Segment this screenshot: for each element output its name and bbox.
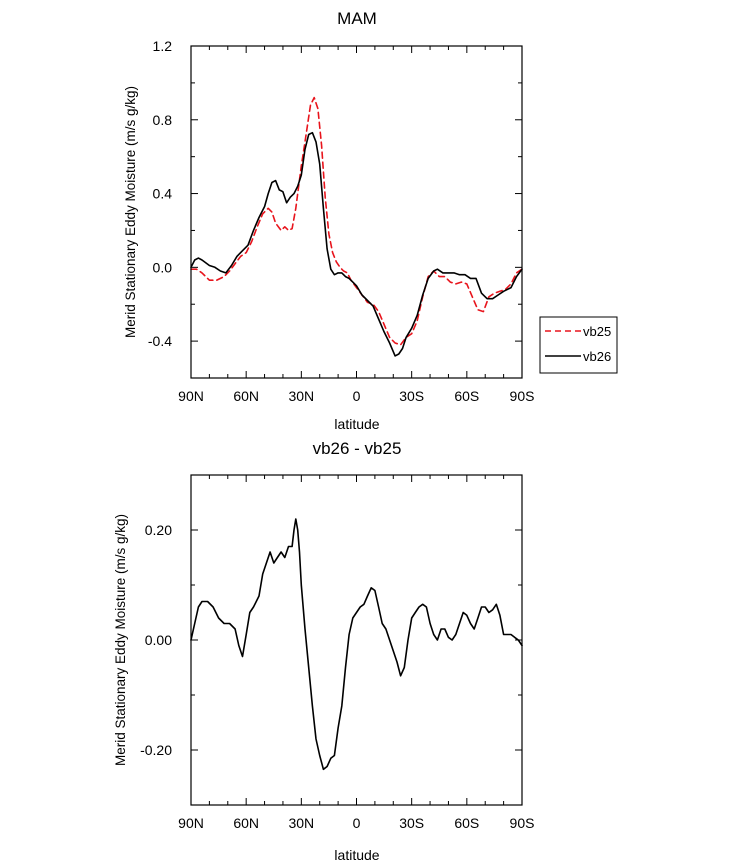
- top-chart-frame: [190, 45, 523, 379]
- top-chart-series: [190, 96, 523, 357]
- bottom-xtick-label: 30S: [399, 815, 424, 831]
- top-xtick-label: 90N: [178, 388, 204, 404]
- top-chart-ylabel: Merid Stationary Eddy Moisture (m/s g/kg…: [123, 86, 138, 338]
- bottom-ytick-label: -0.20: [140, 742, 172, 758]
- legend-box: [539, 316, 618, 374]
- bottom-xtick-label: 30N: [288, 815, 314, 831]
- bottom-chart: vb26 - vb25 Merid Stationary Eddy Moistu…: [113, 439, 534, 863]
- top-xtick-label: 30S: [399, 388, 424, 404]
- bottom-ytick-label: 0.20: [145, 522, 172, 538]
- bottom-xtick-label: 90N: [178, 815, 204, 831]
- bottom-ytick-label: 0.00: [145, 632, 172, 648]
- top-ytick-label: -0.4: [148, 333, 172, 349]
- bottom-xtick-label: 60S: [454, 815, 479, 831]
- top-chart-xlabel: latitude: [334, 416, 379, 432]
- bottom-xtick-label: 60N: [233, 815, 259, 831]
- bottom-chart-axes: 90N 60N 30N 0 30S 60S 90S -0.20 0.00 0.20: [140, 474, 535, 831]
- top-chart-title: MAM: [337, 9, 377, 28]
- top-ytick-label: 1.2: [153, 38, 173, 54]
- bottom-chart-ylabel: Merid Stationary Eddy Moisture (m/s g/kg…: [113, 514, 128, 766]
- bottom-chart-xlabel: latitude: [334, 847, 379, 863]
- top-xtick-label: 60N: [233, 388, 259, 404]
- top-xtick-label: 60S: [454, 388, 479, 404]
- bottom-chart-frame: [190, 474, 523, 806]
- top-chart: MAM Merid Stationary Eddy Moisture (m/s …: [123, 9, 618, 432]
- top-xtick-label: 0: [353, 388, 361, 404]
- top-ytick-label: 0.4: [153, 186, 173, 202]
- bottom-xtick-label: 90S: [510, 815, 535, 831]
- top-chart-axes: 90N 60N 30N 0 30S 60S 90S -0.4 0.0 0.4 0.8 1.2: [148, 38, 535, 404]
- top-ytick-label: 0.0: [153, 259, 173, 275]
- top-xtick-label: 30N: [288, 388, 314, 404]
- series-line-vb26-vb25: [190, 518, 523, 771]
- legend-label-vb25: vb25: [583, 324, 611, 339]
- top-xtick-label: 90S: [510, 388, 535, 404]
- series-line-vb25: [190, 96, 523, 346]
- series-line-vb26: [190, 131, 523, 357]
- top-ytick-label: 0.8: [153, 112, 173, 128]
- bottom-chart-title: vb26 - vb25: [313, 439, 402, 458]
- bottom-chart-series: [190, 518, 523, 771]
- top-chart-legend: vb25 vb26: [539, 316, 618, 374]
- bottom-xtick-label: 0: [353, 815, 361, 831]
- legend-label-vb26: vb26: [583, 349, 611, 364]
